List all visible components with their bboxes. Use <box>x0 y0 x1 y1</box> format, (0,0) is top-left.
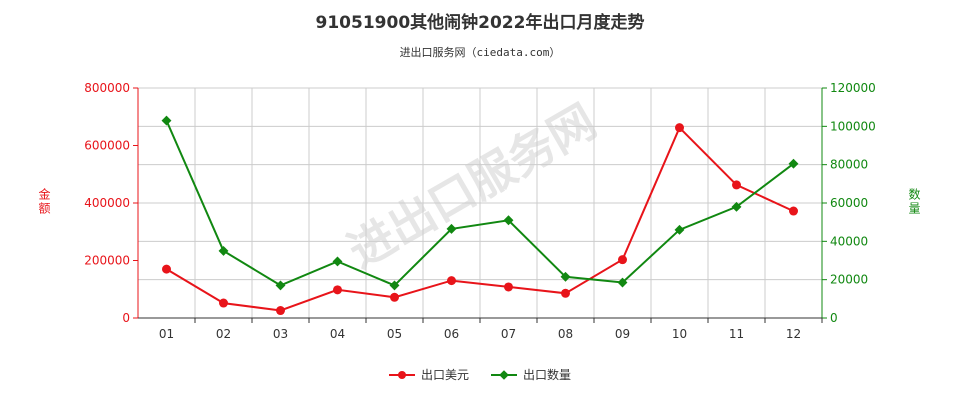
data-point-quantity <box>275 280 286 291</box>
data-point-quantity <box>218 245 229 256</box>
data-point-amount <box>675 123 684 133</box>
legend-swatch-amount <box>388 369 415 381</box>
x-tick-label: 07 <box>501 327 516 341</box>
right-tick-label: 120000 <box>830 81 876 95</box>
left-tick-label: 200000 <box>84 254 130 268</box>
x-tick-label: 01 <box>159 327 174 341</box>
left-tick-label: 800000 <box>84 81 130 95</box>
right-tick-label: 0 <box>830 311 838 325</box>
right-tick-label: 100000 <box>830 119 876 133</box>
x-tick-label: 05 <box>387 327 402 341</box>
data-point-amount <box>162 264 171 274</box>
data-point-quantity <box>560 271 571 282</box>
left-tick-label: 0 <box>122 311 130 325</box>
data-point-amount <box>447 276 456 286</box>
x-tick-label: 04 <box>330 327 345 341</box>
legend-item-amount[interactable]: 出口美元 <box>388 366 469 383</box>
data-point-amount <box>219 298 228 308</box>
series-line-amount <box>165 125 794 312</box>
right-tick-label: 80000 <box>830 158 868 172</box>
data-point-quantity <box>617 277 628 288</box>
x-tick-label: 12 <box>786 327 801 341</box>
legend-swatch-quantity <box>491 369 517 381</box>
x-tick-label: 03 <box>273 327 288 341</box>
data-point-amount <box>390 292 399 302</box>
right-tick-label: 40000 <box>830 234 868 248</box>
data-point-amount <box>789 206 798 216</box>
data-point-quantity <box>446 223 457 234</box>
data-point-amount <box>333 285 342 295</box>
data-point-amount <box>732 180 741 190</box>
left-tick-label: 400000 <box>84 196 130 210</box>
data-point-amount <box>276 306 285 316</box>
watermark: 进出口服务网 <box>339 94 605 279</box>
legend-label-quantity: 出口数量 <box>523 368 572 382</box>
data-point-quantity <box>788 158 799 169</box>
chart-title: 91051900其他闹钟2022年出口月度走势 <box>315 13 645 33</box>
data-point-quantity <box>503 215 514 226</box>
x-tick-label: 06 <box>444 327 459 341</box>
data-point-quantity <box>731 201 742 212</box>
data-point-quantity <box>389 280 400 291</box>
chart-subtitle: 进出口服务网（ciedata.com） <box>399 46 561 59</box>
right-tick-label: 60000 <box>830 196 868 210</box>
right-axis-label: 数量 <box>907 188 921 216</box>
left-axis-label: 金额 <box>37 188 51 216</box>
legend-item-quantity[interactable]: 出口数量 <box>491 366 571 383</box>
x-tick-label: 02 <box>216 327 231 341</box>
right-tick-label: 20000 <box>830 273 868 287</box>
data-point-quantity <box>332 256 343 267</box>
data-point-amount <box>561 288 570 298</box>
x-tick-label: 08 <box>558 327 573 341</box>
series-line-quantity <box>165 120 795 287</box>
legend-label-amount: 出口美元 <box>420 368 469 382</box>
data-point-amount <box>618 255 627 265</box>
x-tick-label: 11 <box>729 327 744 341</box>
x-tick-label: 09 <box>615 327 630 341</box>
chart-legend: 出口美元 出口数量 <box>0 366 960 383</box>
x-tick-label: 10 <box>672 327 687 341</box>
left-tick-label: 600000 <box>84 139 130 153</box>
data-point-amount <box>504 282 513 292</box>
data-point-quantity <box>161 115 172 126</box>
data-point-quantity <box>674 224 685 235</box>
